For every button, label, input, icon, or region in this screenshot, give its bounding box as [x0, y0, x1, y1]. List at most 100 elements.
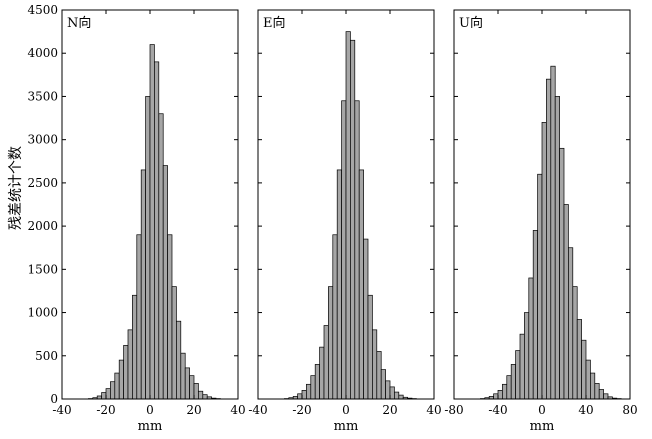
y-tick-label: 2500 — [27, 176, 58, 190]
x-tick-label: 20 — [382, 403, 397, 417]
histogram-bar — [389, 386, 395, 400]
x-tick-label: -40 — [488, 403, 507, 417]
histogram-bar — [510, 364, 516, 400]
histogram-bar — [559, 147, 565, 400]
histogram-bar — [132, 294, 138, 400]
histogram-bar — [341, 100, 347, 400]
x-tick-label: 0 — [342, 403, 350, 417]
histogram-bar — [198, 390, 204, 400]
histogram-bar — [319, 346, 325, 400]
y-tick-label: 3500 — [27, 89, 58, 103]
x-tick-label: 40 — [230, 403, 245, 417]
x-tick-label: -40 — [52, 403, 71, 417]
histogram-bar — [171, 286, 177, 400]
panel-label: N向 — [67, 15, 91, 31]
histogram-bar — [105, 388, 111, 400]
histogram-bar — [345, 31, 351, 400]
histogram-bar — [541, 122, 547, 400]
histogram-bar — [154, 61, 160, 400]
histogram-bar — [363, 238, 369, 400]
histogram-bar — [585, 359, 591, 400]
x-tick-label: -20 — [96, 403, 115, 417]
x-tick-label: -80 — [444, 403, 463, 417]
y-axis-label: 残差统计个数 — [8, 146, 24, 230]
y-tick-label: 500 — [35, 349, 58, 363]
histogram-bar — [493, 393, 499, 400]
histogram-bar — [594, 383, 600, 400]
histogram-bar — [193, 383, 199, 400]
histogram-bar — [118, 359, 124, 400]
histogram-bar — [550, 65, 556, 400]
histogram-bar — [101, 392, 107, 400]
histogram-bar — [167, 234, 173, 400]
x-axis-label: mm — [530, 419, 555, 434]
histogram-bar — [581, 339, 587, 400]
histogram-bar — [554, 96, 560, 400]
histogram-bar — [136, 234, 142, 400]
histogram-bar — [158, 113, 164, 400]
histogram-bar — [497, 390, 503, 400]
histogram-panel: -40 -20 0 20 40 0 500 1000 1500 2000 2500 3000 3500 4… — [27, 3, 245, 434]
x-tick-label: 20 — [186, 403, 201, 417]
histogram-bar — [598, 389, 604, 400]
histogram-bar — [502, 383, 508, 400]
histogram-bar — [590, 372, 596, 400]
histogram-bar — [380, 369, 386, 400]
histogram-bar — [314, 364, 320, 400]
histogram-bar — [332, 234, 338, 400]
histogram-bar — [149, 44, 155, 400]
histogram-bar — [176, 320, 182, 400]
histogram-bar — [310, 375, 316, 400]
histogram-panel: -80 -40 0 40 80 mm U向 — [444, 9, 638, 434]
y-tick-label: 4500 — [27, 3, 58, 17]
x-axis-label: mm — [334, 419, 359, 434]
histogram-bar — [546, 78, 552, 400]
x-tick-label: 80 — [622, 403, 637, 417]
panel-label: E向 — [263, 15, 286, 31]
histogram-bar — [519, 333, 525, 400]
histogram-bar — [515, 350, 521, 400]
histogram-panel: -40 -20 0 20 40 mm E向 — [248, 9, 442, 434]
histogram-bar — [372, 329, 378, 400]
histogram-bar — [189, 375, 195, 400]
histogram-bar — [323, 325, 329, 400]
histogram-bar — [576, 319, 582, 400]
histogram-bar — [568, 247, 574, 400]
x-tick-label: 0 — [146, 403, 154, 417]
histogram-bar — [127, 329, 133, 400]
histogram-bar — [162, 165, 168, 400]
histogram-bar — [354, 100, 360, 400]
y-tick-label: 1000 — [27, 306, 58, 320]
histogram-bar — [297, 393, 303, 400]
histogram-bar — [376, 351, 382, 400]
y-tick-label: 0 — [50, 392, 58, 406]
x-tick-label: 0 — [538, 403, 546, 417]
panel-label: U向 — [459, 15, 483, 31]
histogram-bar — [350, 39, 356, 400]
histogram-bar — [306, 383, 312, 400]
x-tick-label: 40 — [426, 403, 441, 417]
histogram-bar — [140, 169, 146, 400]
histogram-bar — [367, 294, 373, 400]
y-tick-label: 2000 — [27, 219, 58, 233]
histogram-bar — [385, 380, 391, 400]
histogram-bar — [398, 394, 404, 400]
histogram-bar — [110, 381, 116, 400]
histogram-bar — [563, 204, 569, 400]
x-tick-label: 40 — [578, 403, 593, 417]
histogram-bar — [537, 173, 543, 400]
histogram-bar — [506, 375, 512, 400]
histogram-bar — [572, 286, 578, 400]
histogram-bar — [532, 230, 538, 400]
histogram-bar — [336, 169, 342, 400]
histogram-bar — [358, 169, 364, 400]
histogram-bar — [328, 286, 334, 400]
y-tick-label: 4000 — [27, 46, 58, 60]
histogram-bar — [528, 277, 534, 400]
x-tick-label: -40 — [248, 403, 267, 417]
histogram-bar — [524, 312, 530, 400]
y-tick-label: 3000 — [27, 133, 58, 147]
x-tick-label: -20 — [292, 403, 311, 417]
histogram-bar — [394, 391, 400, 400]
